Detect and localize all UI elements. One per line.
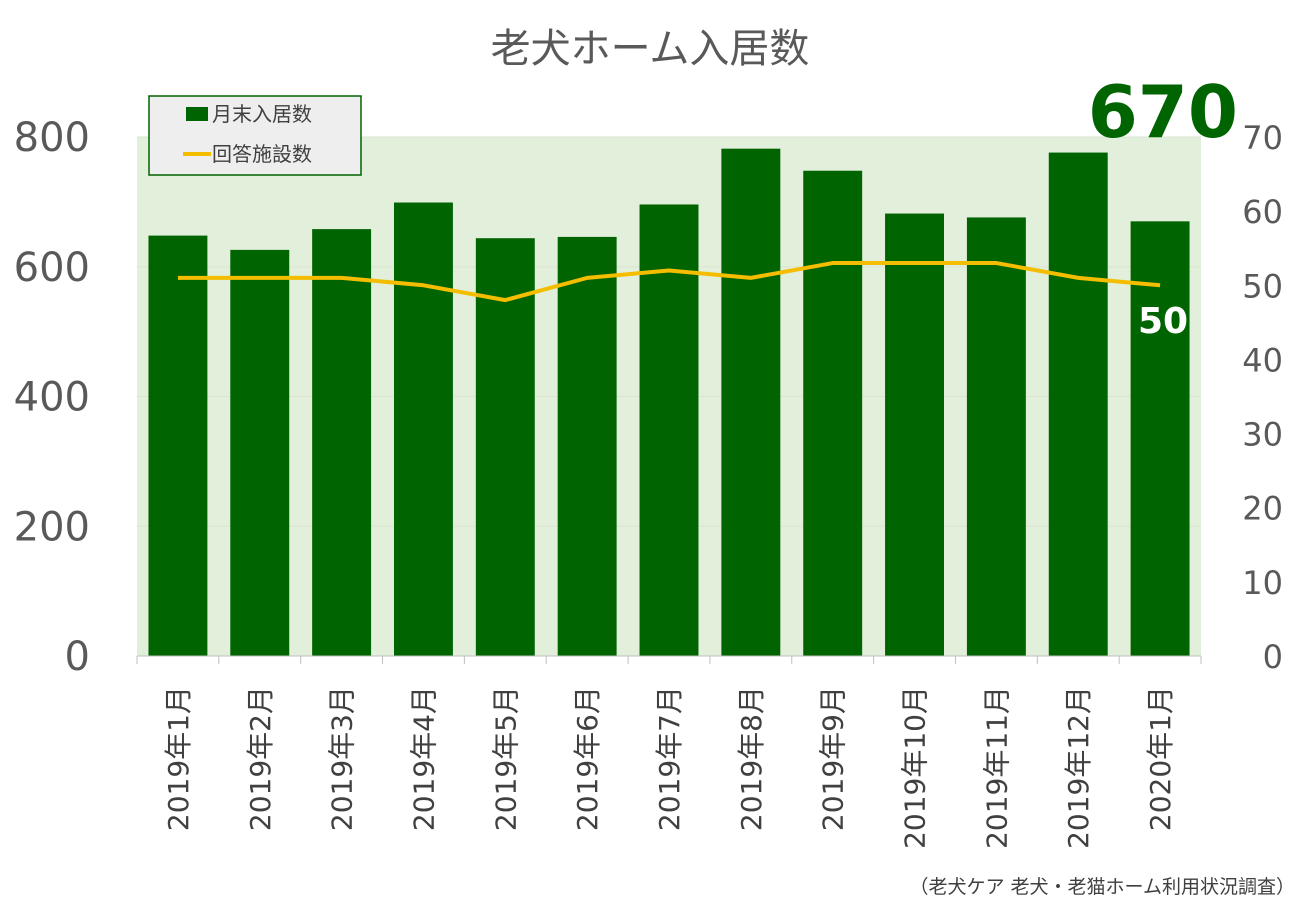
legend: 月末入居数 回答施設数 (148, 95, 362, 176)
x-tick-label: 2019年2月 (244, 686, 277, 831)
x-tick-label: 2020年1月 (1144, 686, 1177, 831)
x-tick-label: 2019年8月 (735, 686, 768, 831)
x-tick-label: 2019年7月 (653, 686, 686, 831)
y-tick-label: 800 (14, 115, 90, 161)
source-note: （老犬ケア 老犬・老猫ホーム利用状況調査） (910, 876, 1295, 898)
y-tick-label: 600 (14, 245, 90, 291)
bar (230, 249, 290, 656)
y-axis-left-ticks: 0 200 400 600 800 (14, 115, 90, 680)
y-tick-label: 200 (14, 504, 90, 550)
x-tick-label: 2019年9月 (817, 686, 850, 831)
bar (885, 213, 945, 657)
x-tick-label: 2019年5月 (489, 686, 522, 831)
x-axis-labels: 2019年1月 2019年2月 2019年3月 2019年4月 2019年5月 2019年… (162, 686, 1177, 849)
x-axis-tick-marks (136, 656, 1202, 664)
legend-bar-label: 月末入居数 (212, 102, 312, 126)
x-tick-label: 2019年3月 (326, 686, 359, 831)
y2-tick-label: 20 (1242, 490, 1283, 528)
y2-tick-label: 30 (1242, 416, 1283, 454)
last-bar-value-label: 670 (1088, 70, 1238, 154)
bar (639, 204, 699, 656)
x-tick-label: 2019年11月 (980, 686, 1013, 849)
line-series (177, 261, 1161, 303)
y2-tick-label: 0 (1263, 638, 1283, 676)
bar (803, 170, 863, 657)
bar (1048, 152, 1108, 656)
legend-line-label: 回答施設数 (212, 142, 312, 166)
x-tick-label: 2019年12月 (1062, 686, 1095, 849)
y2-tick-label: 60 (1242, 193, 1283, 231)
legend-bar-swatch (186, 107, 208, 121)
y2-tick-label: 10 (1242, 564, 1283, 602)
x-tick-label: 2019年6月 (571, 686, 604, 831)
x-tick-label: 2019年1月 (162, 686, 195, 831)
bar (393, 202, 453, 656)
bar (966, 217, 1026, 656)
y2-tick-label: 50 (1242, 267, 1283, 305)
bar (475, 238, 535, 656)
x-tick-label: 2019年10月 (899, 686, 932, 849)
bar (721, 148, 781, 657)
y2-tick-label: 70 (1242, 119, 1283, 157)
bar (312, 229, 372, 656)
bar (1130, 221, 1190, 656)
y-tick-label: 400 (14, 375, 90, 421)
bar (148, 235, 208, 657)
x-tick-label: 2019年4月 (407, 686, 440, 831)
chart-title: 老犬ホーム入居数 (491, 26, 810, 72)
y-tick-label: 0 (65, 634, 90, 680)
legend-box (148, 95, 362, 176)
bar (557, 236, 617, 656)
y2-tick-label: 40 (1242, 341, 1283, 379)
y-axis-right-ticks: 0 10 20 30 40 50 60 70 (1242, 119, 1283, 676)
bar-series (148, 148, 1190, 657)
last-line-value-label: 50 (1138, 301, 1188, 342)
